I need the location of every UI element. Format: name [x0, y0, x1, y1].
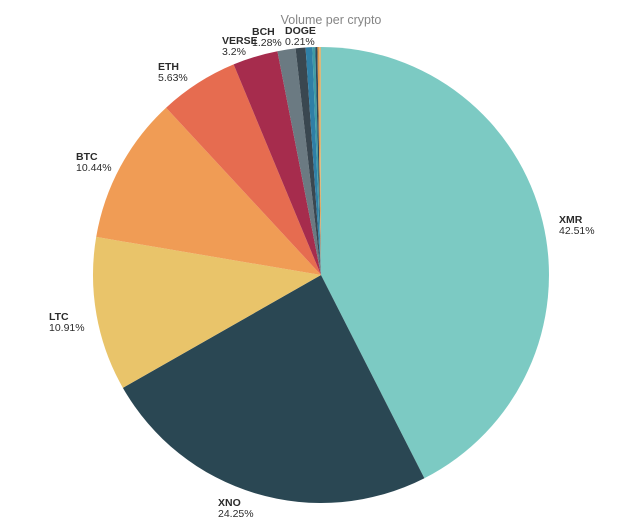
pie-slice-ltc[interactable] [92, 236, 321, 388]
slice-label-pct-doge: 0.21% [285, 36, 315, 48]
slice-label-pct-xmr: 42.51% [559, 225, 595, 237]
pie-slice-bch[interactable] [277, 48, 321, 275]
pie-slice-verse[interactable] [233, 51, 321, 276]
pie-slice-minor-12[interactable] [319, 47, 321, 275]
slice-label-name-verse: VERSE [222, 35, 258, 47]
slice-label-pct-eth: 5.63% [158, 72, 188, 84]
pie-slice-doge[interactable] [312, 47, 321, 275]
slice-label-pct-xno: 24.25% [218, 508, 254, 520]
slice-label-pct-btc: 10.44% [76, 162, 112, 174]
pie-slice-minor-7[interactable] [295, 47, 321, 275]
chart-title: Volume per crypto [281, 13, 382, 27]
slice-label-name-btc: BTC [76, 151, 98, 163]
slice-label-name-bch: BCH [252, 26, 275, 38]
pie-slice-btc[interactable] [96, 107, 321, 275]
pie-slice-xmr[interactable] [321, 47, 549, 479]
slice-label-name-xno: XNO [218, 497, 241, 509]
slice-label-name-xmr: XMR [559, 214, 583, 226]
slice-label-name-ltc: LTC [49, 311, 69, 323]
slice-label-name-eth: ETH [158, 61, 179, 73]
slice-label-pct-bch: 1.28% [252, 37, 282, 49]
pie-slice-minor-8[interactable] [305, 47, 321, 275]
pie-slice-minor-11[interactable] [317, 47, 321, 276]
pie-slice-minor-10[interactable] [315, 47, 321, 275]
pie-slice-xno[interactable] [122, 275, 425, 503]
slice-label-pct-ltc: 10.91% [49, 322, 85, 334]
slice-label-name-doge: DOGE [285, 25, 316, 37]
pie-slice-eth[interactable] [166, 64, 321, 275]
slice-label-pct-verse: 3.2% [222, 46, 246, 58]
